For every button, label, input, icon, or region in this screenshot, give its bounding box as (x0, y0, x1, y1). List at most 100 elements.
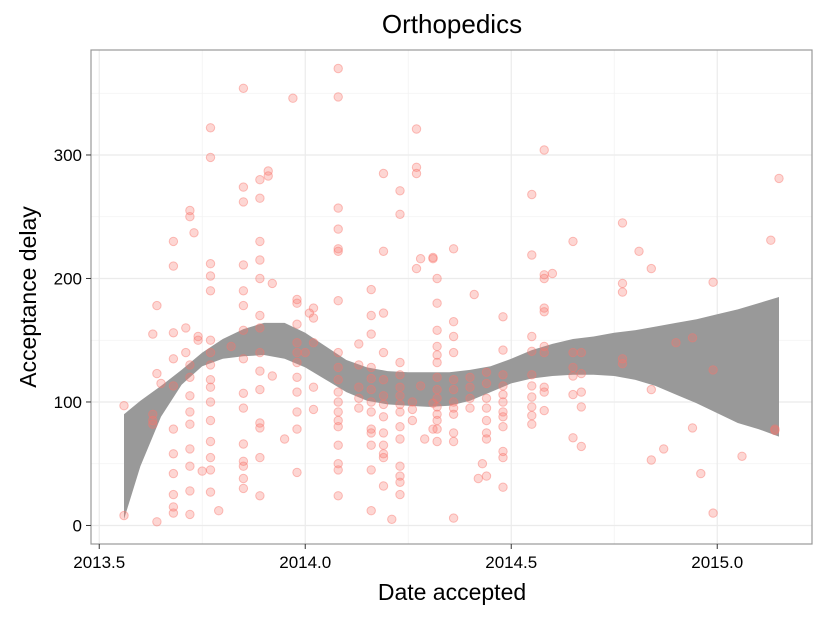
data-point (432, 409, 442, 419)
panel-border (90, 49, 813, 545)
data-point (407, 397, 418, 407)
data-point (395, 186, 405, 196)
data-point (498, 482, 508, 492)
data-point (448, 436, 459, 447)
data-point (279, 434, 290, 444)
data-point (119, 510, 129, 521)
data-point (766, 235, 776, 245)
data-point (333, 203, 343, 213)
data-point (333, 387, 343, 397)
data-point (168, 489, 179, 500)
data-point (448, 384, 459, 395)
data-point (617, 278, 628, 289)
data-point (333, 459, 343, 469)
data-point (428, 254, 438, 264)
data-point (205, 397, 216, 407)
data-point (481, 428, 492, 438)
data-point (539, 405, 549, 416)
data-point (481, 415, 492, 426)
data-point (432, 402, 442, 412)
data-point (539, 347, 549, 358)
data-point (366, 329, 376, 339)
data-point (193, 335, 203, 345)
data-point (333, 491, 343, 501)
data-point (292, 407, 302, 417)
data-point (498, 389, 508, 400)
data-point (333, 407, 343, 417)
data-point (415, 254, 426, 264)
data-point (770, 424, 780, 434)
data-point (708, 365, 718, 375)
data-point (568, 236, 578, 247)
data-point (205, 452, 216, 463)
data-point (189, 228, 199, 238)
data-point (568, 389, 578, 400)
data-point (395, 489, 405, 500)
data-point (539, 273, 549, 284)
data-point (205, 465, 216, 475)
data-point (354, 403, 364, 413)
data-point (395, 477, 405, 487)
grid (91, 50, 812, 544)
data-point (576, 441, 586, 452)
data-point (576, 347, 586, 358)
data-point (205, 152, 216, 163)
data-point (432, 325, 442, 335)
data-point (415, 381, 426, 391)
data-point (292, 298, 302, 308)
data-point (498, 312, 508, 322)
data-point (432, 273, 442, 284)
data-point (181, 347, 191, 358)
data-point (288, 93, 298, 103)
data-point (432, 424, 442, 434)
data-point (378, 481, 389, 491)
data-point (238, 388, 249, 398)
data-point (448, 513, 459, 523)
data-point (448, 428, 459, 438)
data-point (148, 419, 158, 429)
data-point (185, 461, 195, 471)
data-point (498, 345, 508, 355)
data-point (255, 323, 265, 333)
data-point (527, 392, 537, 402)
data-point (308, 338, 319, 348)
data-point (448, 244, 459, 254)
data-point (448, 375, 459, 385)
data-point (498, 452, 508, 463)
data-point (498, 370, 508, 380)
data-point (333, 415, 343, 426)
data-point (308, 404, 319, 415)
data-point (378, 246, 389, 257)
data-point (333, 347, 343, 358)
data-point (378, 168, 389, 179)
data-point (432, 357, 442, 368)
data-point (205, 375, 216, 385)
data-point (576, 368, 586, 379)
data-point (238, 197, 249, 207)
data-point (168, 502, 179, 512)
data-point (527, 410, 537, 421)
data-point (432, 436, 442, 447)
data-point (333, 246, 343, 257)
data-point (185, 212, 195, 222)
data-point (185, 444, 195, 454)
data-point (420, 434, 430, 444)
data-point (498, 422, 508, 432)
data-point (238, 354, 249, 364)
data-point (185, 486, 195, 496)
data-point (255, 452, 265, 463)
data-point (498, 446, 508, 457)
data-point (185, 407, 195, 417)
data-point (255, 491, 265, 501)
points-layer (119, 63, 784, 527)
data-point (300, 347, 310, 358)
data-point (238, 439, 249, 449)
data-point (292, 319, 302, 329)
data-point (477, 459, 488, 469)
data-point (411, 263, 422, 274)
data-point (205, 259, 216, 269)
data-point (366, 384, 376, 395)
data-point (119, 401, 129, 411)
data-point (168, 449, 179, 459)
